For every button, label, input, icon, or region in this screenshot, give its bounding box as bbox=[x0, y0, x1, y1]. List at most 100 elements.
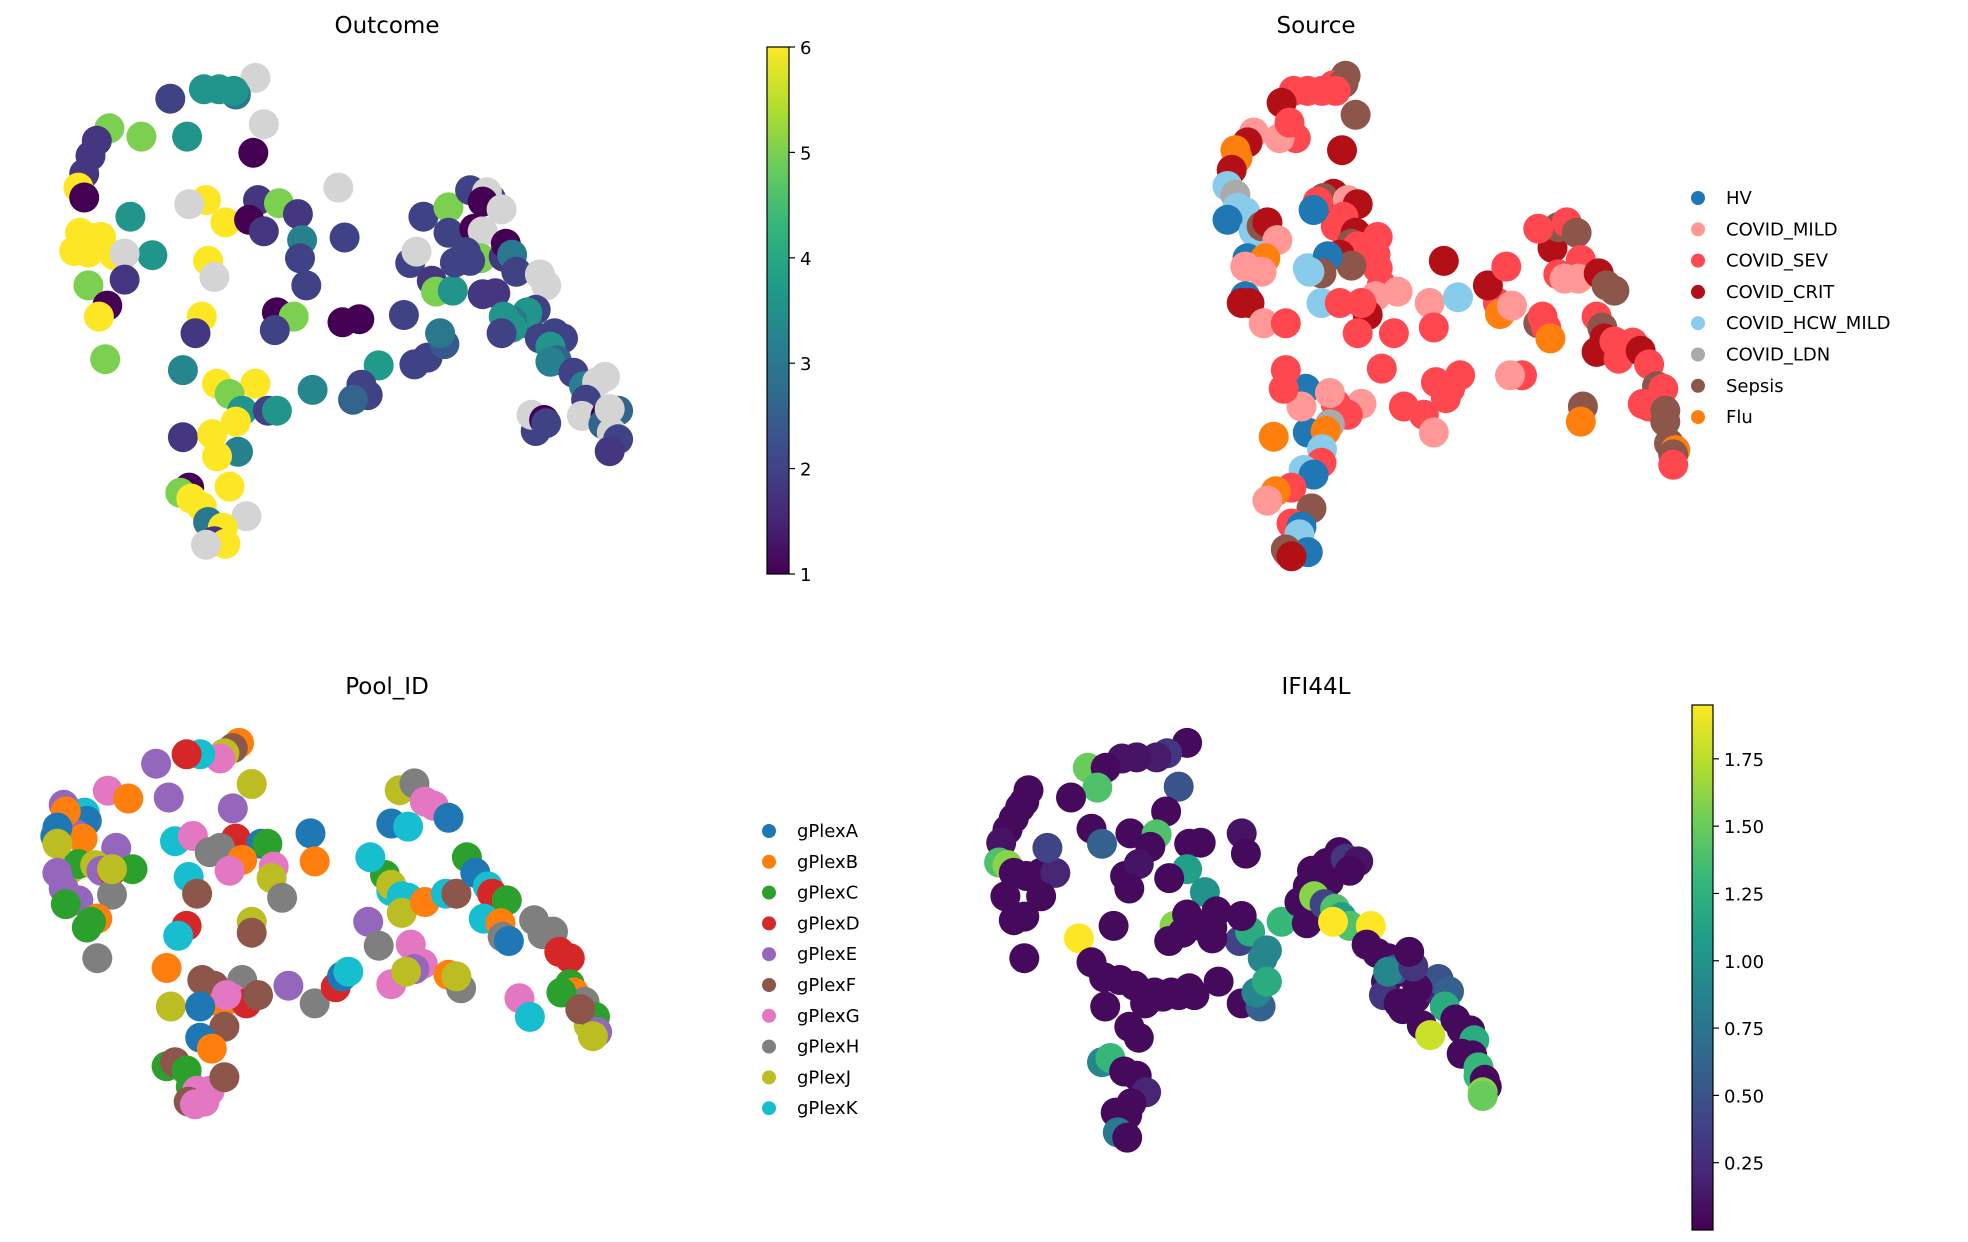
colorbar-tick-label: 1.50 bbox=[1724, 817, 1764, 838]
scatter-point bbox=[291, 270, 322, 301]
scatter-point bbox=[238, 137, 269, 168]
scatter-point bbox=[1248, 308, 1279, 339]
panel-pool-id-legend: gPlexA gPlexB gPlexC gPlexD gPlexE gPlexF gPle… bbox=[762, 821, 860, 1119]
scatter-point bbox=[1523, 213, 1554, 244]
scatter-point bbox=[441, 961, 472, 992]
scatter-point bbox=[285, 243, 315, 274]
panel-ifi44l-title: IFI44L bbox=[1282, 674, 1351, 700]
colorbar-tick-label: 1 bbox=[800, 565, 811, 586]
legend-marker bbox=[762, 1070, 776, 1085]
scatter-point bbox=[1318, 906, 1348, 937]
scatter-point bbox=[202, 441, 232, 472]
scatter-point bbox=[220, 406, 251, 437]
scatter-point bbox=[401, 236, 432, 267]
scatter-point bbox=[189, 1086, 220, 1117]
scatter-point bbox=[191, 529, 221, 560]
scatter-point bbox=[214, 855, 245, 886]
scatter-point bbox=[363, 930, 394, 961]
scatter-point bbox=[1443, 282, 1473, 313]
scatter-point bbox=[1087, 828, 1117, 859]
panel-pool-id-points bbox=[40, 727, 613, 1120]
legend-label: gPlexB bbox=[797, 852, 858, 873]
legend-label: COVID_SEV bbox=[1726, 251, 1829, 272]
scatter-point bbox=[42, 828, 73, 859]
scatter-point bbox=[486, 194, 517, 225]
legend-marker bbox=[1691, 410, 1705, 425]
legend-label: gPlexA bbox=[797, 821, 859, 842]
scatter-point bbox=[1535, 323, 1566, 354]
scatter-point bbox=[67, 823, 98, 854]
scatter-point bbox=[231, 501, 262, 532]
scatter-point bbox=[151, 953, 182, 983]
scatter-point bbox=[137, 240, 168, 271]
scatter-point bbox=[425, 318, 456, 349]
panel-outcome: Outcome 1 2 3 4 5 6 bbox=[59, 13, 811, 586]
scatter-point bbox=[1298, 459, 1329, 490]
panel-outcome-colorbar: 1 2 3 4 5 6 bbox=[766, 38, 811, 586]
scatter-point bbox=[126, 121, 157, 152]
legend-label: HV bbox=[1726, 188, 1753, 209]
colorbar-tick-label: 1.25 bbox=[1724, 884, 1764, 905]
scatter-point bbox=[1294, 256, 1325, 287]
scatter-point bbox=[197, 419, 228, 450]
scatter-point bbox=[514, 1001, 545, 1032]
scatter-point bbox=[209, 1062, 240, 1093]
scatter-point bbox=[71, 912, 102, 943]
legend-label: COVID_CRIT bbox=[1726, 282, 1835, 303]
panel-outcome-title: Outcome bbox=[335, 13, 440, 39]
scatter-point bbox=[467, 216, 498, 247]
scatter-point bbox=[433, 217, 464, 248]
legend-marker bbox=[762, 1008, 776, 1023]
panel-outcome-points bbox=[59, 62, 634, 560]
legend-marker bbox=[1691, 284, 1705, 299]
scatter-point bbox=[109, 264, 140, 295]
scatter-point bbox=[1151, 796, 1182, 827]
scatter-point bbox=[172, 121, 203, 152]
legend-label: COVID_LDN bbox=[1726, 345, 1830, 366]
scatter-point bbox=[565, 994, 596, 1025]
legend-marker bbox=[1691, 191, 1705, 205]
colorbar-gradient bbox=[1691, 704, 1714, 1231]
legend-label: gPlexG bbox=[797, 1006, 860, 1027]
legend-label: COVID_HCW_MILD bbox=[1726, 313, 1891, 334]
scatter-point bbox=[338, 384, 368, 415]
scatter-point bbox=[391, 956, 421, 987]
legend-label: gPlexJ bbox=[797, 1067, 851, 1088]
scatter-point bbox=[185, 991, 216, 1022]
scatter-point bbox=[450, 237, 481, 268]
scatter-point bbox=[82, 943, 113, 974]
scatter-point bbox=[1472, 270, 1503, 301]
scatter-point bbox=[1009, 943, 1040, 974]
scatter-point bbox=[69, 182, 100, 213]
scatter-point bbox=[1123, 849, 1154, 879]
scatter-point bbox=[486, 318, 517, 349]
scatter-point bbox=[236, 917, 267, 948]
scatter-point bbox=[248, 216, 279, 247]
colorbar-tick-label: 2 bbox=[800, 460, 811, 481]
scatter-point bbox=[1561, 217, 1592, 248]
scatter-point bbox=[1123, 1022, 1154, 1053]
colorbar-tick-label: 0.50 bbox=[1724, 1086, 1764, 1107]
scatter-point bbox=[282, 199, 313, 230]
scatter-point bbox=[1167, 917, 1198, 948]
scatter-point bbox=[1495, 360, 1525, 391]
scatter-point bbox=[1230, 251, 1261, 282]
scatter-point bbox=[174, 189, 205, 220]
scatter-point bbox=[171, 739, 202, 770]
scatter-point bbox=[1324, 288, 1355, 318]
legend-marker bbox=[762, 854, 776, 869]
scatter-point bbox=[182, 878, 213, 909]
scatter-point bbox=[155, 83, 186, 114]
scatter-point bbox=[363, 350, 394, 381]
scatter-point bbox=[155, 991, 186, 1022]
legend-marker bbox=[1691, 253, 1705, 268]
scatter-point bbox=[252, 828, 283, 859]
scatter-point bbox=[386, 897, 417, 928]
scatter-point bbox=[1415, 1020, 1446, 1051]
legend-label: gPlexE bbox=[797, 944, 857, 965]
scatter-point bbox=[1336, 250, 1367, 281]
legend-label: Flu bbox=[1726, 407, 1753, 428]
scatter-point bbox=[1418, 417, 1449, 448]
scatter-point bbox=[1251, 966, 1282, 997]
scatter-point bbox=[441, 878, 472, 909]
